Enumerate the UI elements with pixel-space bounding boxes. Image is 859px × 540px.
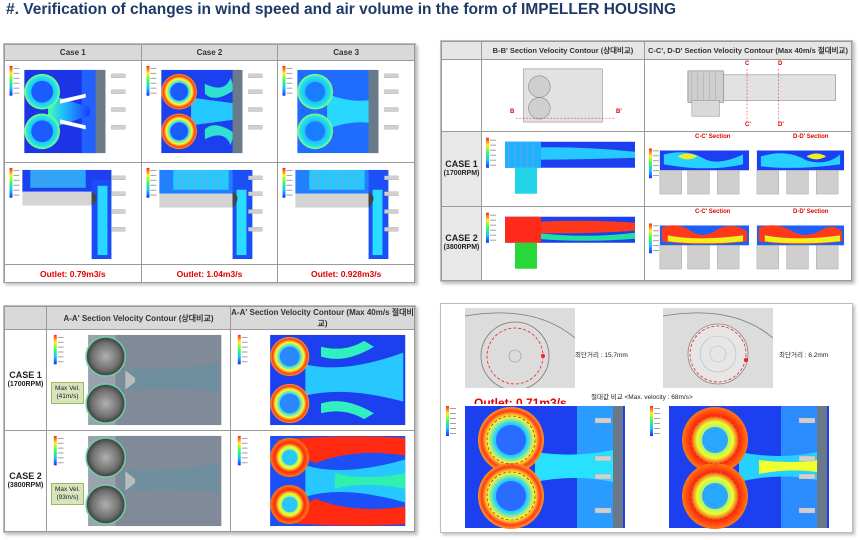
case2-aa-relative: Max Vel. (93m/s) [46,430,231,532]
impeller-contour-1 [445,404,645,530]
marker-b2: B' [616,109,622,115]
case2-side-contour [140,162,279,265]
clearance-comparison-panel: 최단거리 : 15.7mm 최단거리 : 6.2mm Outlet: 0.71m… [440,303,853,533]
case2-max-velocity-badge: Max Vel. (93m/s) [51,483,84,506]
case1-cc-dd-contour: C-C' Section D-D' Section [644,131,852,207]
case2-cc-label: C-C' Section [695,208,731,215]
case1-plan-contour [4,60,142,163]
case2-bb-contour [481,205,645,281]
case1-outlet: Outlet: 0.79m3/s [4,264,142,283]
case2-dd-label: D-D' Section [793,208,829,215]
aa-section-panel: A-A' Section Velocity Contour (상대비교) A-A… [3,305,416,533]
case2-aa-absolute [230,430,415,532]
distance-label-1: 최단거리 : 15.7mm [575,352,628,359]
impeller-contour-2 [649,404,849,530]
case3-header: Case 3 [277,44,415,61]
case2-cc-dd-contour: C-C' Section D-D' Section [644,205,852,281]
case1-aa-absolute [230,329,415,431]
row-case1-label: CASE 1 (1700RPM) [441,131,482,207]
cc-dd-section-header: C-C', D-D' Section Velocity Contour (Max… [644,41,852,60]
aa-row-case1-label: CASE 1 (1700RPM) [4,329,47,431]
cc-dd-geometry: C D C' D' [644,59,852,132]
case3-side-contour [277,162,415,265]
bb-geometry: B B' [481,59,645,132]
case1-bb-contour [481,131,645,207]
aa-relative-header: A-A' Section Velocity Contour (상대비교) [46,306,231,330]
case3-plan-contour [277,60,415,163]
marker-b: B [510,109,515,115]
marker-c: C [745,61,750,67]
aa-row-case2-label: CASE 2 (3800RPM) [4,430,47,532]
impeller-case-comparison-panel: Case 1 Case 2 Case 3 Outlet: 0.79m3/s Ou… [3,43,416,283]
section-contour-panel: B-B' Section Velocity Contour (상대비교) C-C… [440,40,853,282]
marker-c2: C' [745,122,751,128]
aa-absolute-header: A-A' Section Velocity Contour (Max 40m/s… [230,306,415,330]
marker-d2: D' [778,122,784,128]
absolute-comparison-label: 절대값 비교 <Max. velocity : 68m/s> [591,394,693,401]
case2-header: Case 2 [140,44,279,61]
case1-dd-label: D-D' Section [793,134,829,140]
case2-plan-contour [140,60,279,163]
case2-outlet: Outlet: 1.04m3/s [140,264,279,283]
case3-outlet: Outlet: 0.928m3/s [277,264,415,283]
page-title: #. Verification of changes in wind speed… [6,1,677,18]
case1-header: Case 1 [4,44,142,61]
bb-section-header: B-B' Section Velocity Contour (상대비교) [481,41,645,60]
case1-aa-relative: Max Vel. (41m/s) [46,329,231,431]
case1-side-contour [4,162,142,265]
distance-label-2: 최단거리 : 6.2mm [779,352,829,359]
row-case2-label: CASE 2 (3800RPM) [441,205,482,281]
case1-max-velocity-badge: Max Vel. (41m/s) [51,382,84,405]
clearance-geometry-1 [465,308,575,388]
case1-cc-label: C-C' Section [695,134,731,140]
marker-d: D [778,61,783,67]
clearance-geometry-2 [663,308,773,388]
